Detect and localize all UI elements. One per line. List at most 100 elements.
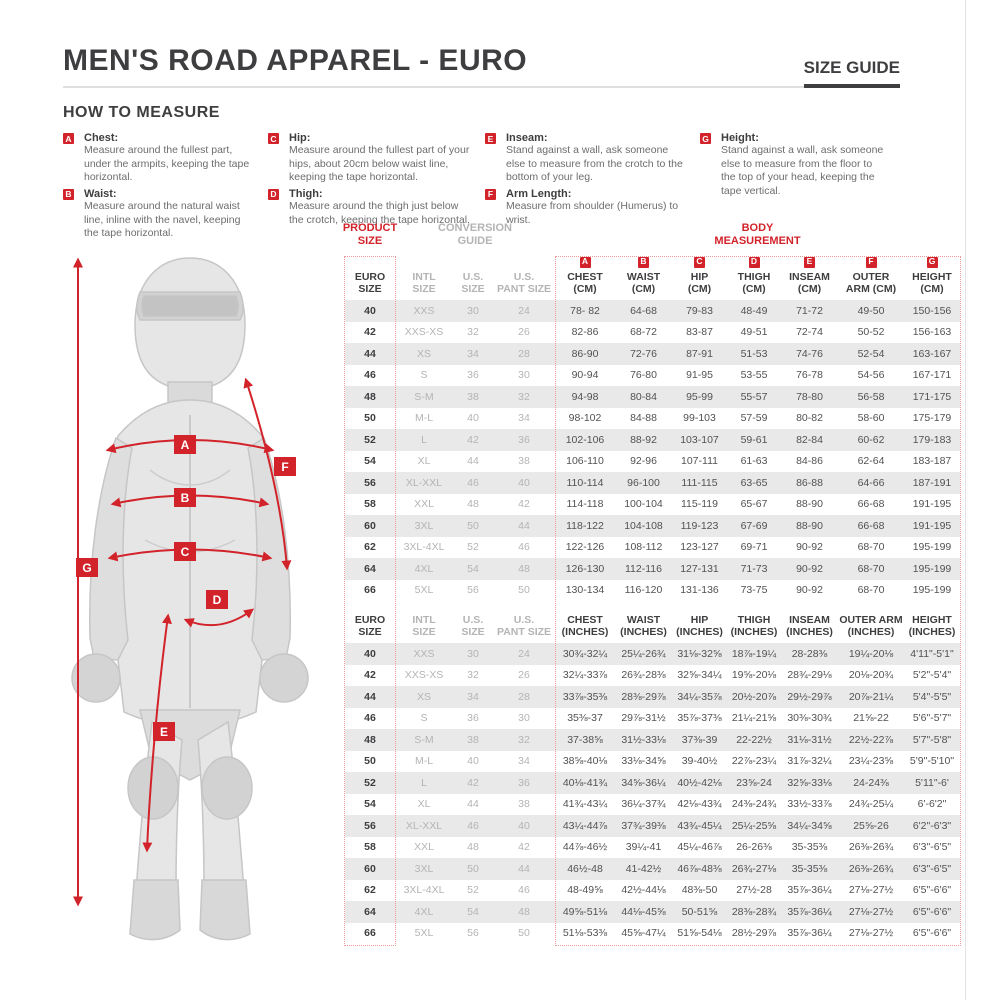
table-cell: 68-72	[630, 326, 657, 339]
column-header: HIP (INCHES)	[676, 613, 723, 638]
table-cell: 42	[467, 776, 479, 789]
table-cell: 80-84	[630, 390, 657, 403]
table-cell: 5'4"-5'5"	[912, 690, 952, 703]
table-cell: 66	[364, 927, 376, 940]
table-cell: 26⅜-26¾	[848, 841, 894, 854]
measure-label: Chest:	[84, 132, 119, 144]
table-cell: 95-99	[686, 390, 713, 403]
table-cell: 24	[518, 304, 530, 317]
table-cell: 90-94	[571, 369, 599, 382]
table-cell: 44⅛-45⅝	[621, 905, 666, 918]
table-cell: 33½-33⅞	[787, 798, 832, 811]
table-cell: 49⅝-51⅛	[562, 905, 608, 918]
table-cell: 58	[364, 841, 376, 854]
table-cell: 32	[518, 733, 530, 746]
table-cell: 68-70	[857, 584, 885, 597]
measure-desc: Measure around the natural waist line, i…	[84, 199, 241, 240]
table-cell: 116-120	[624, 584, 663, 597]
figure-letter-badges: A B C D E F G	[76, 435, 296, 741]
product-size-header: PRODUCT SIZE	[342, 222, 398, 247]
table-cell: 42	[364, 326, 376, 339]
table-cell: 50	[467, 862, 479, 875]
table-cell: 175-179	[912, 412, 952, 425]
page-edge-divider	[965, 0, 966, 1000]
table-cell: 195-199	[912, 584, 952, 597]
table-row: 48 S-M 38 32 37-38⅝ 31½-33⅛ 37⅜-39 22-22½ 31⅛-31…	[345, 729, 960, 751]
table-cell: 32⅝-33⅛	[787, 776, 832, 789]
table-cell: 60-62	[857, 433, 885, 446]
table-cell: 171-175	[912, 390, 952, 403]
table-cell: 27⅛-27½	[848, 884, 894, 897]
table-cell: 25¼-25⅝	[731, 819, 777, 832]
table-cell: 35⅜-37	[567, 712, 603, 725]
table-cell: 22⅞-23¼	[731, 755, 777, 768]
measure-desc: Stand against a wall, ask someone else t…	[506, 144, 683, 184]
table-cell: 76-80	[630, 369, 657, 382]
table-cell: 187-191	[912, 476, 952, 489]
measure-item-height: G Height: Stand against a wall, ask some…	[700, 132, 900, 199]
table-cell: 46	[364, 369, 376, 382]
table-cell: 40½-42⅛	[677, 776, 722, 789]
table-cell: 42½-44⅛	[621, 884, 666, 897]
table-cell: 82-84	[796, 433, 823, 446]
table-cell: 32	[467, 669, 479, 682]
table-cell: 54	[467, 562, 479, 575]
table-cell: 34¼-34⅝	[787, 819, 832, 832]
table-cell: M-L	[414, 755, 434, 768]
column-header: CHEST (INCHES)	[561, 613, 609, 638]
measure-desc: Measure around the thigh just below the …	[289, 199, 470, 226]
motorcycle-suit-silhouette	[71, 257, 309, 941]
table-cell: XL-XXL	[405, 819, 443, 832]
table-cell: 42	[467, 433, 479, 446]
table-cell: 27⅛-27½	[848, 905, 894, 918]
table-cell: 51⅝-54⅛	[677, 927, 722, 940]
table-cell: 24¾-25¼	[848, 798, 894, 811]
table-cell: 31⅞-32¼	[787, 755, 832, 768]
table-cell: 59-61	[740, 433, 768, 446]
table-cell: 23¼-23⅝	[848, 755, 894, 768]
table-cell: 24	[518, 647, 530, 660]
table-cell: 102-106	[565, 433, 605, 446]
table-cell: 84-86	[796, 455, 823, 468]
table-cell: 19¼-20⅛	[848, 647, 894, 660]
table-cell: 90-92	[796, 584, 823, 597]
table-cell: 68-70	[857, 562, 885, 575]
table-cell: 32	[518, 390, 530, 403]
table-cell: 51-53	[740, 347, 768, 360]
table-cell: 90-92	[796, 541, 823, 554]
table-row: 58 XXL 48 42 114-118 100-104 115-119 65-67 88-90…	[345, 494, 960, 516]
table-row: 48 S-M 38 32 94-98 80-84 95-99 55-57 78-80 56-58 1…	[345, 386, 960, 408]
table-cell: 191-195	[912, 519, 952, 532]
table-row: 62 3XL-4XL 52 46 48-49⅝ 42½-44⅛ 48⅜-50 27½-28 35…	[345, 880, 960, 902]
column-header: G HEIGHT (CM)	[912, 256, 952, 295]
table-cell: 71-72	[796, 304, 823, 317]
table-cell: 40	[518, 476, 530, 489]
table-cell: 21⅝-22	[853, 712, 889, 725]
column-header: U.S. SIZE	[461, 613, 485, 638]
table-cell: 35⅞-36¼	[787, 905, 832, 918]
table-cell: 30	[467, 647, 479, 660]
table-cell: 55-57	[740, 390, 768, 403]
table-cell: 46½-48	[567, 862, 603, 875]
column-header: F OUTER ARM (CM)	[845, 256, 897, 295]
figure-badge-a: A	[181, 438, 190, 452]
table-cell: 64-66	[857, 476, 885, 489]
table-cell: 106-110	[566, 455, 604, 468]
table-cell: 33⅞-35⅜	[562, 690, 608, 703]
table-cell: 131-136	[680, 584, 719, 597]
table-cell: 5'2"-5'4"	[912, 669, 952, 682]
table-cell: 62	[364, 541, 376, 554]
table-row: 44 XS 34 28 33⅞-35⅜ 28⅜-29⅞ 34¼-35⅞ 20½-20⅞ 29½-…	[345, 686, 960, 708]
table-cell: 94-98	[571, 390, 599, 403]
table-cell: 26-26⅜	[736, 841, 772, 854]
column-header: U.S. PANT SIZE	[496, 613, 552, 638]
table-cell: 69-71	[740, 541, 768, 554]
table-cell: 54	[467, 905, 479, 918]
table-cell: L	[421, 433, 427, 446]
table-cell: 42	[518, 498, 530, 511]
table-cell: 92-96	[630, 455, 657, 468]
table-cell: 5'7"-5'8"	[912, 733, 952, 746]
table-cell: 78-80	[796, 390, 823, 403]
table-cell: 111-115	[681, 476, 718, 489]
table-cell: 26¾-28⅜	[621, 669, 666, 682]
